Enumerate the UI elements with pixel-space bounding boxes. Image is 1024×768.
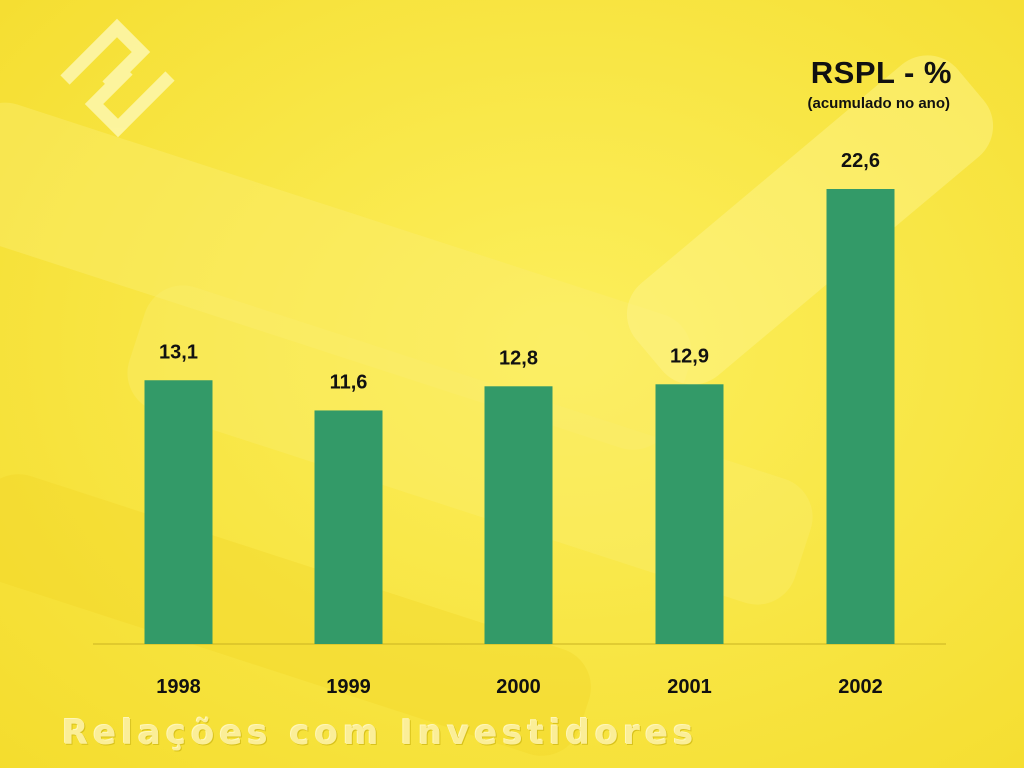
page-subtitle: (acumulado no ano) bbox=[807, 95, 951, 112]
bar-2000 bbox=[484, 386, 553, 644]
x-tick-label-1998: 1998 bbox=[156, 676, 201, 698]
bar-2002 bbox=[826, 189, 895, 644]
x-tick-label-2001: 2001 bbox=[667, 676, 712, 698]
data-label-1998: 13,1 bbox=[159, 341, 198, 363]
bank-logo-icon bbox=[60, 18, 175, 138]
footer-brand-text: Relações com Investidores bbox=[62, 713, 699, 753]
data-label-1999: 11,6 bbox=[330, 371, 368, 393]
x-tick-label-2000: 2000 bbox=[496, 676, 541, 698]
x-tick-label-1999: 1999 bbox=[326, 676, 371, 698]
bar-1998 bbox=[144, 380, 213, 644]
page-title: RSPL - % bbox=[810, 55, 952, 90]
x-tick-label-2002: 2002 bbox=[838, 676, 883, 698]
bar-2001 bbox=[655, 384, 724, 644]
data-label-2001: 12,9 bbox=[670, 345, 709, 367]
data-label-2002: 22,6 bbox=[841, 150, 880, 172]
data-label-2000: 12,8 bbox=[499, 347, 538, 369]
bar-1999 bbox=[314, 410, 383, 644]
